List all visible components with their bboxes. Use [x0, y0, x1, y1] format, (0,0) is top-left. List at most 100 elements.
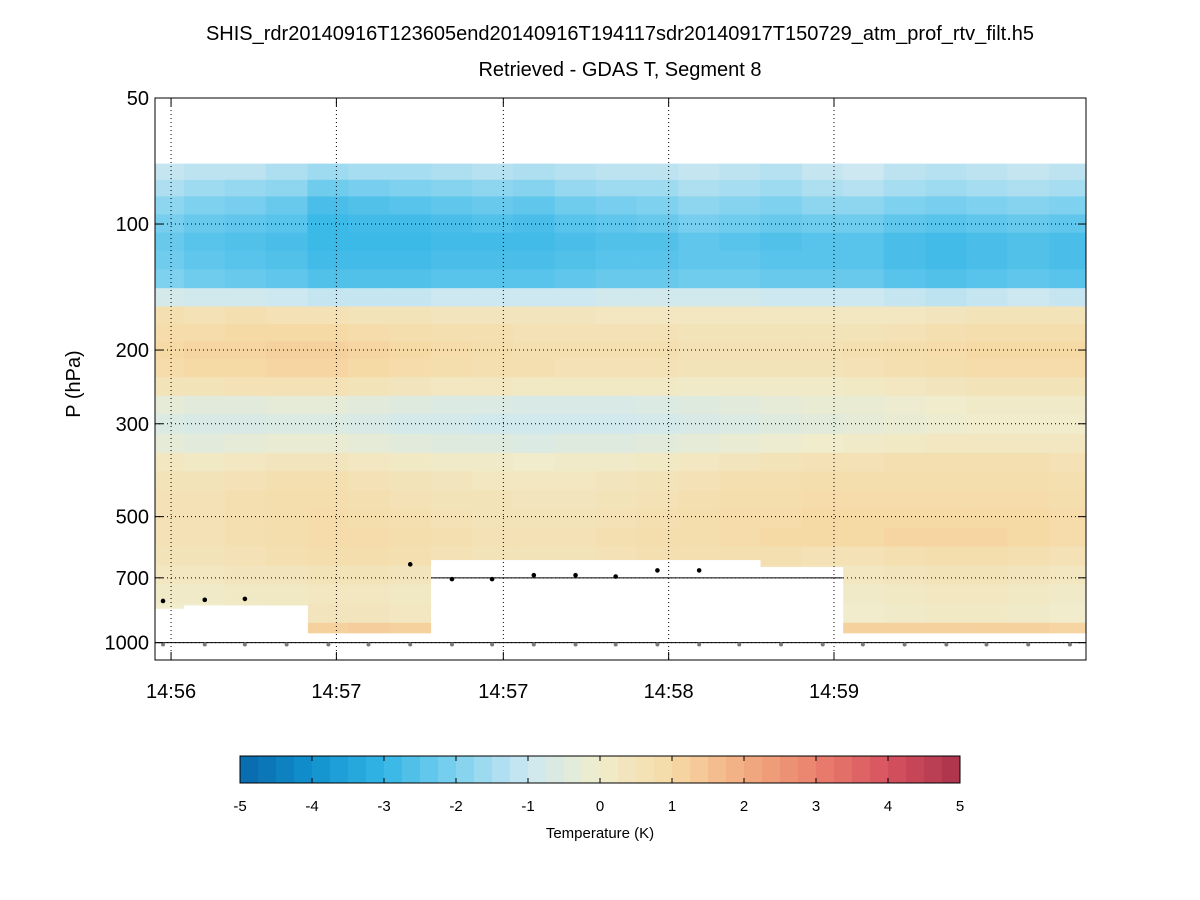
heatmap-cell: [512, 452, 556, 472]
colorbar-swatch: [870, 756, 889, 783]
colorbar-label: Temperature (K): [546, 825, 654, 842]
heatmap-cell: [307, 306, 349, 325]
surface-marker: [613, 642, 618, 647]
profile-markers: [160, 562, 1072, 647]
colorbar-swatch: [564, 756, 583, 783]
heatmap-cell: [224, 603, 267, 606]
heatmap-cell: [307, 565, 349, 585]
heatmap-cell: [842, 584, 885, 604]
heatmap-cell: [348, 414, 390, 435]
heatmap-cell: [842, 179, 885, 197]
heatmap-cell: [307, 490, 349, 510]
heatmap-cell: [925, 179, 967, 197]
heatmap-cell: [1049, 584, 1087, 604]
below-surface-mask: [1049, 633, 1087, 660]
heatmap-cell: [512, 471, 556, 491]
heatmap-cell: [307, 603, 349, 624]
heatmap-cell: [554, 288, 597, 307]
heatmap-cell: [224, 377, 267, 397]
heatmap-cell: [678, 179, 720, 197]
heatmap-cell: [265, 452, 308, 472]
heatmap-cell: [265, 471, 308, 491]
colorbar-swatch: [402, 756, 421, 783]
heatmap-cell: [1007, 433, 1050, 454]
heatmap-cell: [760, 527, 803, 547]
surface-marker: [737, 642, 742, 647]
heatmap-cell: [389, 395, 432, 415]
heatmap-cell: [925, 269, 967, 289]
heatmap-cell: [636, 377, 679, 397]
heatmap-cell: [1049, 163, 1087, 181]
heatmap-cell: [966, 622, 1008, 634]
heatmap-cell: [966, 433, 1008, 454]
heatmap-cell: [155, 288, 185, 307]
heatmap-cell: [842, 603, 885, 624]
heatmap-cell: [966, 508, 1008, 529]
heatmap-cell: [512, 395, 556, 415]
surface-marker: [902, 642, 907, 647]
heatmap-cell: [183, 163, 226, 181]
heatmap-cell: [431, 196, 473, 215]
heatmap-cell: [801, 163, 844, 181]
colorbar-swatch: [492, 756, 511, 783]
heatmap-cell: [155, 269, 185, 289]
cloud-top-marker: [696, 568, 702, 573]
heatmap-cell: [636, 546, 679, 561]
heatmap-cell: [883, 622, 926, 634]
heatmap-cell: [348, 377, 390, 397]
heatmap-cell: [760, 377, 803, 397]
heatmap-cell: [678, 527, 720, 547]
heatmap-cell: [307, 269, 349, 289]
colorbar-swatch: [924, 756, 943, 783]
heatmap-cell: [966, 395, 1008, 415]
heatmap-cell: [512, 546, 556, 561]
heatmap-cell: [842, 546, 885, 566]
colorbar-swatch: [852, 756, 871, 783]
heatmap-cell: [307, 584, 349, 604]
heatmap-cell: [431, 508, 473, 529]
colorbar-swatch: [294, 756, 313, 783]
heatmap-cell: [431, 377, 473, 397]
heatmap-cell: [842, 232, 885, 252]
colorbar-swatch: [240, 756, 259, 783]
below-surface-mask: [389, 633, 432, 660]
heatmap-cell: [431, 546, 473, 561]
heatmap-cell: [431, 471, 473, 491]
heatmap-cell: [801, 565, 844, 568]
heatmap-cell: [472, 490, 514, 510]
heatmap-cell: [472, 269, 514, 289]
heatmap-cell: [678, 341, 720, 360]
heatmap-cell: [472, 288, 514, 307]
heatmap-cell: [925, 288, 967, 307]
heatmap-cell: [307, 546, 349, 566]
heatmap-cell: [925, 306, 967, 325]
heatmap-cell: [801, 508, 844, 529]
colorbar-tick-label: 3: [812, 798, 820, 815]
heatmap-cell: [966, 358, 1008, 378]
heatmap-cell: [348, 269, 390, 289]
y-axis-label: P (hPa): [63, 350, 85, 417]
heatmap-cell: [925, 163, 967, 181]
surface-marker: [531, 642, 536, 647]
heatmap-cell: [760, 490, 803, 510]
heatmap-cell: [554, 358, 597, 378]
heatmap-cell: [307, 414, 349, 435]
heatmap-cell: [1007, 269, 1050, 289]
surface-marker: [161, 642, 166, 647]
heatmap-cell: [1007, 490, 1050, 510]
heatmap-cell: [678, 471, 720, 491]
heatmap-cell: [925, 414, 967, 435]
heatmap-cell: [307, 377, 349, 397]
heatmap-cell: [842, 377, 885, 397]
heatmap-cell: [389, 603, 432, 624]
heatmap-cell: [1049, 358, 1087, 378]
heatmap-cell: [348, 250, 390, 270]
heatmap-cell: [801, 269, 844, 289]
heatmap-cell: [1049, 196, 1087, 215]
heatmap-cell: [155, 358, 185, 378]
heatmap-cell: [265, 179, 308, 197]
x-tick-label: 14:57: [478, 681, 528, 703]
heatmap-cell: [512, 527, 556, 547]
heatmap-cell: [554, 250, 597, 270]
below-surface-mask: [183, 605, 226, 660]
